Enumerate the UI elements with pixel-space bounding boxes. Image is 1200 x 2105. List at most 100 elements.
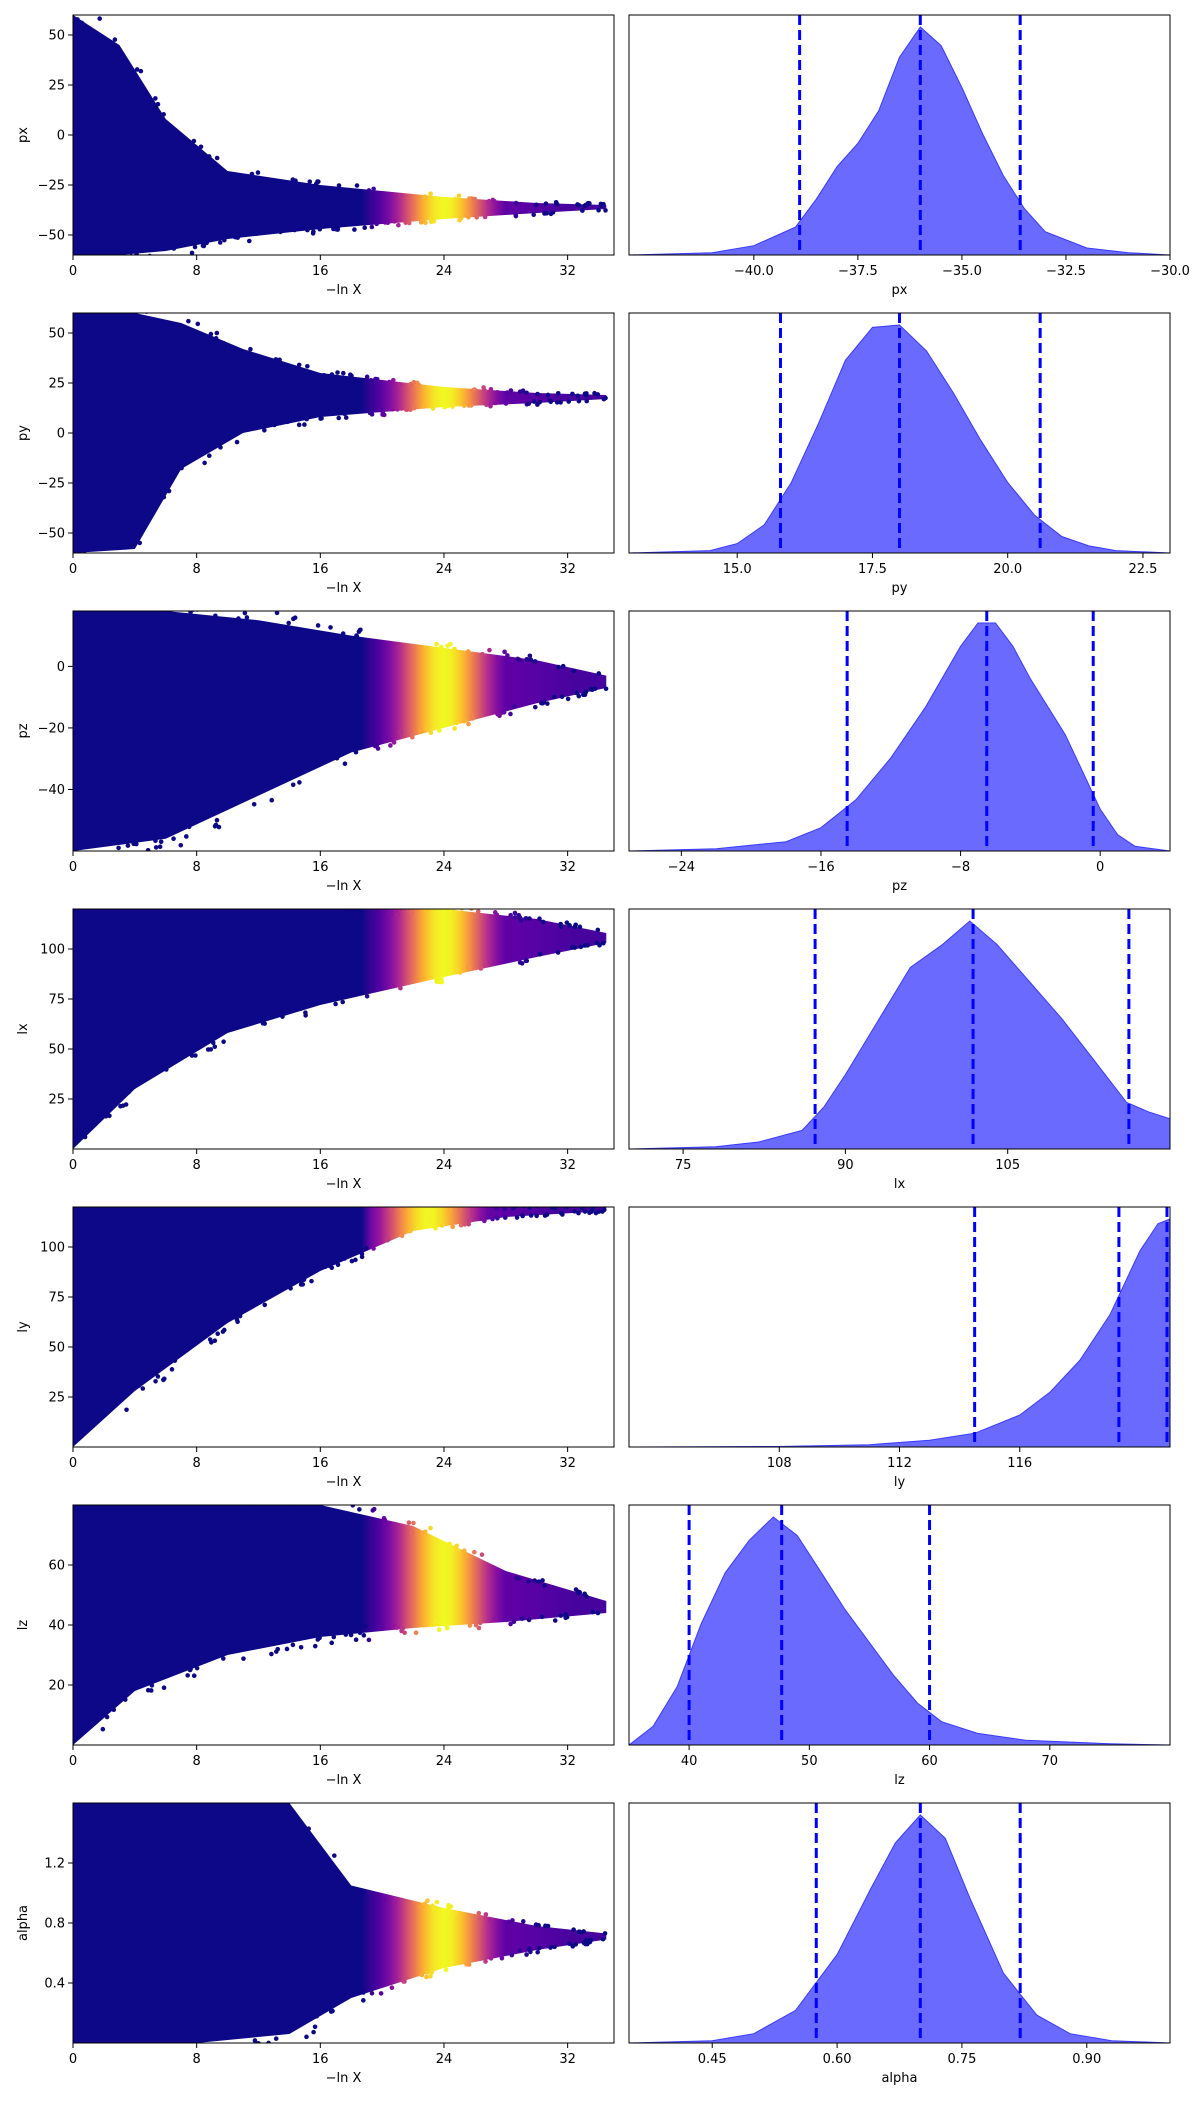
alpha-trace-point [189, 2025, 194, 2030]
lz-trace-point [105, 1495, 110, 1500]
ly-trace-point [466, 1221, 471, 1227]
py-trace-point [488, 403, 493, 409]
ly-trace-point [97, 1414, 103, 1419]
ly-trace-point [283, 1200, 288, 1205]
py-trace-point [207, 443, 213, 448]
lx-trace-point [508, 912, 513, 918]
alpha-trace-point [232, 2031, 238, 2037]
pz-trace-point [76, 606, 81, 611]
ly-trace-point [313, 1266, 319, 1272]
pz-trace-point [576, 693, 582, 699]
alpha-trace-point [250, 1804, 256, 1810]
lz-trace-point [467, 1623, 473, 1628]
y-tick-label: −50 [38, 229, 65, 244]
px-trace-point [254, 231, 260, 236]
x-tick-label: 32 [559, 1158, 576, 1173]
px-trace-point [352, 227, 357, 232]
ly-trace-point [349, 1258, 355, 1264]
py-trace-point [161, 494, 167, 500]
ly-trace-point [178, 1212, 184, 1218]
lz-trace-point [455, 1548, 460, 1553]
alpha-trace-point [425, 1898, 430, 1903]
lx-trace-point [82, 1134, 88, 1140]
y-tick-label: 40 [48, 1619, 65, 1634]
alpha-trace-point [499, 1955, 505, 1961]
x-tick-label: −8 [951, 860, 970, 875]
lx-trace-point [409, 909, 414, 915]
py-trace-point [482, 388, 488, 393]
lx-trace-point [298, 1006, 303, 1012]
px-trace-point [136, 243, 142, 248]
ly-trace-point [235, 1308, 241, 1313]
pz-posterior-plot-area [629, 611, 1170, 851]
px-trace-point [307, 179, 313, 184]
pz-trace-point [328, 625, 333, 630]
px-trace-point [553, 200, 559, 205]
ly-trace-point [255, 1207, 260, 1209]
lz-trace-point [79, 1492, 84, 1497]
px-trace-point [492, 198, 497, 204]
lx-trace-point [224, 899, 229, 904]
lz-trace-point [463, 1553, 468, 1559]
lz-trace-point [370, 1508, 376, 1513]
ly-trace-point [82, 1191, 87, 1196]
lz-trace-point [492, 1616, 498, 1622]
py-posterior-xlabel: py [892, 581, 908, 596]
pz-trace-point [216, 824, 222, 830]
py-trace-point [399, 406, 404, 411]
pz-trace-point [146, 825, 152, 831]
px-trace-point [255, 170, 261, 175]
ly-trace-point [596, 1209, 602, 1214]
ly-trace-point [120, 1210, 126, 1216]
px-trace-point [282, 180, 287, 186]
pz-trace-point [153, 838, 158, 844]
alpha-trace-point [536, 1945, 542, 1951]
py-posterior-axes-frame [628, 312, 1171, 554]
alpha-trace-point [448, 1961, 453, 1966]
lx-trace-point [459, 909, 462, 910]
py-trace-point [321, 373, 327, 378]
pz-trace-point [244, 615, 250, 620]
alpha-trace-xlabel: −ln X [326, 2071, 362, 2086]
pz-trace-sample-band [73, 611, 607, 851]
ly-trace-ylabel: ly [16, 1321, 31, 1333]
px-trace-point [422, 194, 428, 199]
py-trace-point [153, 325, 158, 331]
pz-trace-point [200, 606, 205, 611]
ly-trace-point [558, 1210, 564, 1216]
alpha-trace-point [332, 1853, 337, 1858]
pz-trace-point [386, 736, 392, 742]
x-tick-label: 50 [801, 1754, 818, 1769]
lz-trace-point [319, 1631, 325, 1636]
x-tick-label: 24 [436, 264, 453, 279]
py-trace-point [440, 386, 446, 392]
alpha-trace-point [488, 1917, 494, 1923]
ly-trace-point [206, 1213, 212, 1218]
pz-trace-point [560, 663, 566, 669]
px-trace-point [466, 214, 471, 220]
px-trace-point [131, 261, 136, 266]
lz-trace-point [161, 1685, 167, 1691]
lz-trace-point [191, 1673, 197, 1679]
px-trace-point [456, 193, 462, 199]
py-trace-point [195, 321, 201, 327]
alpha-trace-point [230, 1815, 235, 1820]
alpha-trace-point [234, 1788, 239, 1793]
pz-trace-point [163, 596, 168, 601]
lz-trace-point [402, 1630, 407, 1636]
alpha-trace-point [246, 2048, 251, 2053]
alpha-trace-point [535, 1949, 540, 1955]
ly-trace-point [407, 1228, 413, 1234]
py-trace-point [341, 370, 346, 376]
pz-trace-point [98, 831, 104, 837]
alpha-posterior-density [629, 1814, 1170, 2043]
x-tick-label: 24 [436, 562, 453, 577]
alpha-trace-point [138, 2030, 144, 2035]
y-tick-label: 50 [48, 29, 65, 44]
pz-posterior-xlabel: pz [892, 879, 907, 894]
ly-trace-point [359, 1254, 365, 1260]
px-trace-point [134, 251, 139, 255]
py-trace-point [335, 370, 340, 375]
y-tick-label: 25 [48, 79, 65, 94]
